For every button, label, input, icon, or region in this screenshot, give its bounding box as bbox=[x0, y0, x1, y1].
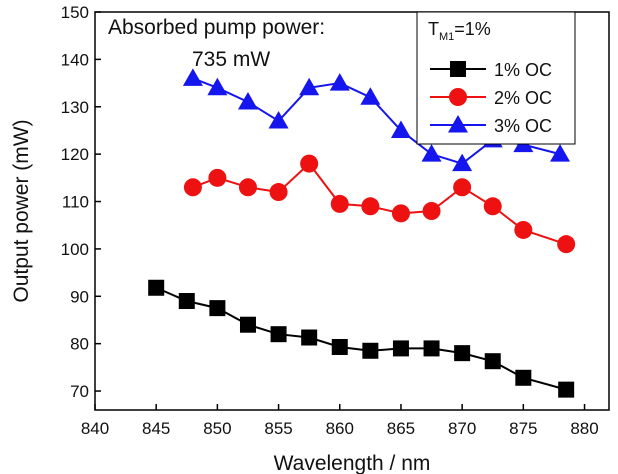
legend-item: 2% OC bbox=[430, 88, 552, 108]
y-tick-label: 100 bbox=[61, 240, 89, 259]
x-tick-label: 855 bbox=[264, 419, 292, 438]
x-tick-label: 875 bbox=[509, 419, 537, 438]
data-point bbox=[329, 73, 350, 91]
legend-item: 1% OC bbox=[430, 60, 552, 80]
y-tick-label: 90 bbox=[70, 287, 89, 306]
series-2 bbox=[183, 154, 576, 254]
data-point bbox=[270, 326, 287, 343]
x-tick-label: 845 bbox=[142, 419, 170, 438]
data-point bbox=[209, 300, 226, 317]
data-point bbox=[360, 87, 381, 105]
y-tick-label: 150 bbox=[61, 3, 89, 22]
y-tick-label: 70 bbox=[70, 382, 89, 401]
plot-area-frame bbox=[94, 11, 610, 411]
data-point bbox=[239, 316, 256, 333]
x-tick-label: 850 bbox=[203, 419, 231, 438]
data-point bbox=[483, 197, 502, 216]
x-tick-label: 840 bbox=[81, 419, 109, 438]
data-point bbox=[299, 77, 320, 96]
data-point bbox=[238, 178, 257, 197]
y-axis-label: Output power (mW) bbox=[10, 119, 33, 302]
x-tick-label: 880 bbox=[570, 419, 598, 438]
legend-marker bbox=[449, 88, 467, 106]
legend-box bbox=[416, 11, 576, 145]
legend-label: 2% OC bbox=[494, 88, 552, 108]
series-1 bbox=[148, 279, 575, 398]
annotation-line-1: Absorbed pump power: bbox=[108, 16, 325, 39]
y-axis: 70 80 90 100 110 120 130 140 150 bbox=[61, 3, 101, 401]
x-tick-label: 870 bbox=[448, 419, 476, 438]
data-point bbox=[421, 144, 442, 162]
legend-label: 1% OC bbox=[494, 60, 552, 80]
data-point bbox=[453, 178, 472, 197]
data-point bbox=[300, 154, 319, 173]
data-point bbox=[148, 279, 165, 296]
legend-items: 1% OC 2% OC 3% OC bbox=[430, 60, 552, 136]
legend-marker bbox=[450, 61, 466, 77]
data-point bbox=[452, 153, 473, 172]
legend-marker bbox=[448, 115, 468, 133]
x-tick-label: 865 bbox=[387, 419, 415, 438]
legend-label: 3% OC bbox=[494, 116, 552, 136]
data-point bbox=[330, 194, 349, 213]
legend-title: TM1=1% bbox=[428, 19, 491, 43]
legend: TM1=1% 1% OC 2% OC 3% OC bbox=[416, 11, 576, 145]
data-point bbox=[269, 183, 288, 202]
data-point bbox=[484, 353, 501, 370]
data-point bbox=[454, 345, 471, 362]
data-point bbox=[391, 204, 410, 223]
data-point bbox=[423, 340, 440, 357]
data-point bbox=[361, 197, 380, 216]
data-point bbox=[422, 202, 441, 220]
y-tick-label: 110 bbox=[62, 193, 89, 212]
data-point bbox=[301, 329, 318, 346]
x-axis: 840 845 850 855 860 865 870 875 880 bbox=[81, 404, 599, 438]
y-tick-label: 120 bbox=[61, 145, 89, 164]
y-tick-label: 130 bbox=[61, 98, 89, 117]
y-tick-label: 140 bbox=[61, 50, 89, 69]
data-point bbox=[237, 92, 258, 110]
data-point bbox=[362, 342, 379, 359]
annotation-line-2: 735 mW bbox=[192, 48, 270, 71]
data-point bbox=[514, 220, 533, 239]
series-line bbox=[192, 162, 567, 246]
data-point bbox=[207, 77, 228, 96]
data-point bbox=[557, 235, 576, 254]
data-point bbox=[208, 168, 227, 187]
data-point bbox=[268, 110, 289, 129]
data-point bbox=[558, 381, 575, 398]
data-point bbox=[390, 120, 411, 138]
data-point bbox=[182, 68, 203, 86]
data-point bbox=[178, 293, 195, 310]
y-tick-label: 80 bbox=[70, 335, 89, 354]
x-axis-label: Wavelength / nm bbox=[274, 452, 431, 474]
data-point bbox=[550, 144, 571, 162]
x-tick-label: 860 bbox=[326, 419, 354, 438]
data-point bbox=[515, 369, 532, 386]
legend-item: 3% OC bbox=[430, 115, 552, 136]
data-point bbox=[183, 178, 202, 197]
series-layer bbox=[148, 68, 576, 398]
data-point bbox=[331, 338, 348, 355]
data-point bbox=[392, 340, 409, 357]
